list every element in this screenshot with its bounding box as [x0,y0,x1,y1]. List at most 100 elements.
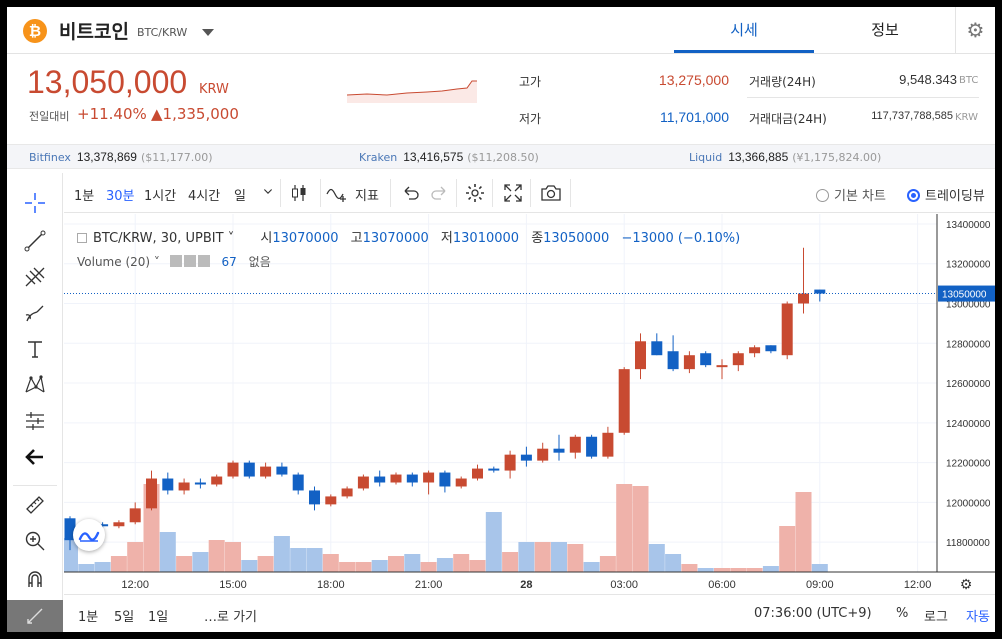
goto-date-button[interactable]: …로 가기 [204,610,258,625]
fib-retracement-icon[interactable] [17,263,53,291]
indicator-icon[interactable] [326,182,348,208]
basic-chart-label: 기본 차트 [834,189,886,204]
y-tick-label: 12800000 [946,339,991,350]
volume-label[interactable]: Volume (20) [77,255,151,269]
ruler-icon[interactable] [17,491,53,519]
volume-bar [795,492,812,572]
interval-4h[interactable]: 4시간 [188,189,221,204]
tab-info[interactable]: 정보 [871,21,899,39]
candle-body [749,347,761,354]
candlestick-chart[interactable]: 11800000 12000000 12200000 12400000 12600000… [64,214,995,594]
interval-1h[interactable]: 1시간 [144,189,177,204]
tradingview-logo-icon[interactable] [73,519,105,551]
log-toggle[interactable]: 로그 [924,610,948,625]
high-label: 고 [350,231,363,246]
y-tick-label: 12200000 [946,459,991,470]
volume-value: 67 [221,255,237,269]
lock-drawing-button[interactable] [7,600,63,632]
change-amount: ▲1,335,000 [151,105,239,123]
change-value: −13000 (−0.10%) [621,231,741,246]
low-value: 11,701,000 [659,109,729,125]
exchange-bitfinex: Bitfinex 13,378,869 ($11,177.00) [29,150,213,164]
low-value: 13010000 [452,231,520,246]
candle-body [683,355,695,370]
magnet-icon[interactable] [17,565,53,593]
interval-1d[interactable]: 일 [234,189,246,204]
low-label: 저 [440,231,453,246]
candle-body [781,303,793,356]
zoom-in-icon[interactable] [17,527,53,555]
radio-icon[interactable] [907,189,920,202]
range-5d[interactable]: 5일 [114,610,135,625]
gear-icon[interactable] [183,255,198,269]
crosshair-icon[interactable] [17,189,53,217]
gear-icon[interactable]: ⚙ [955,7,995,53]
legend-collapse-icon[interactable] [77,233,87,243]
close-icon[interactable] [197,255,212,269]
fullscreen-icon[interactable] [502,182,524,208]
high-label: 고가 [519,75,542,89]
y-tick-label: 12000000 [946,498,991,509]
gear-icon[interactable]: ⚙ [960,577,973,593]
chevron-down-icon[interactable]: ˅ [223,231,235,246]
percent-toggle[interactable]: % [896,606,909,621]
tab-price[interactable]: 시세 [674,7,814,53]
volume-bar [273,536,290,572]
redo-icon[interactable] [428,182,450,208]
legend-symbol[interactable]: BTC/KRW, 30, UPBIT [93,231,224,246]
chevron-down-icon[interactable]: ˅ [150,255,164,269]
back-arrow-icon[interactable] [17,443,53,471]
volume-bar [436,558,453,572]
volume-bar [371,560,388,572]
volume-label: 거래량(24H) [749,75,816,89]
undo-icon[interactable] [400,182,422,208]
close-label: 종 [531,231,544,246]
candle-body [439,472,451,487]
y-tick-label: 11800000 [946,538,990,549]
volume-bar [811,564,828,572]
coin-name[interactable]: 비트코인 [59,21,129,43]
indicator-label[interactable]: 지표 [355,189,379,204]
interval-1m[interactable]: 1분 [74,189,95,204]
volume-bar [208,540,225,572]
candle-body [488,468,500,471]
range-1m[interactable]: 1분 [78,610,99,625]
camera-icon[interactable] [540,182,562,208]
candle-body [243,462,255,477]
volume-bar [583,562,600,572]
volume-bar [176,556,193,572]
volume-bar [665,554,682,572]
candle-body [537,448,549,461]
radio-icon[interactable] [816,189,829,202]
chevron-down-icon[interactable] [202,29,214,36]
exchange-name: Liquid [689,151,723,164]
range-1d[interactable]: 1일 [148,610,169,625]
candle-style-icon[interactable] [288,182,310,208]
gear-icon[interactable] [464,182,486,208]
volume-bar [648,544,665,572]
chart-bottom-bar: 1분 5일 1일 …로 가기 07:36:00 (UTC+9) % 로그 자동 [64,594,995,632]
chevron-down-icon[interactable] [260,183,276,203]
candle-body [276,466,288,475]
interval-30m[interactable]: 30분 [106,189,135,204]
brush-icon[interactable] [17,299,53,327]
divider [390,179,391,207]
volume-bar [192,552,209,572]
bitcoin-logo-icon: ₿ [23,19,47,43]
basic-chart-option[interactable]: 기본 차트 [816,185,886,204]
trend-line-icon[interactable] [17,227,53,255]
volume-bar [779,526,796,572]
measure-icon[interactable] [17,407,53,435]
tradingview-option[interactable]: 트레이딩뷰 [907,185,985,204]
auto-toggle[interactable]: 자동 [966,610,990,625]
coin-pair[interactable]: BTC/KRW [137,26,188,39]
timezone-clock[interactable]: 07:36:00 (UTC+9) [754,606,872,621]
candle-body [586,436,598,457]
pattern-icon[interactable] [17,371,53,399]
text-tool-icon[interactable] [17,335,53,363]
current-price-tag [938,285,995,302]
visibility-icon[interactable] [169,255,184,269]
exchange-price: 13,366,885 [728,150,789,164]
y-tick-label: 12400000 [946,419,991,430]
volume-bar [225,542,241,572]
